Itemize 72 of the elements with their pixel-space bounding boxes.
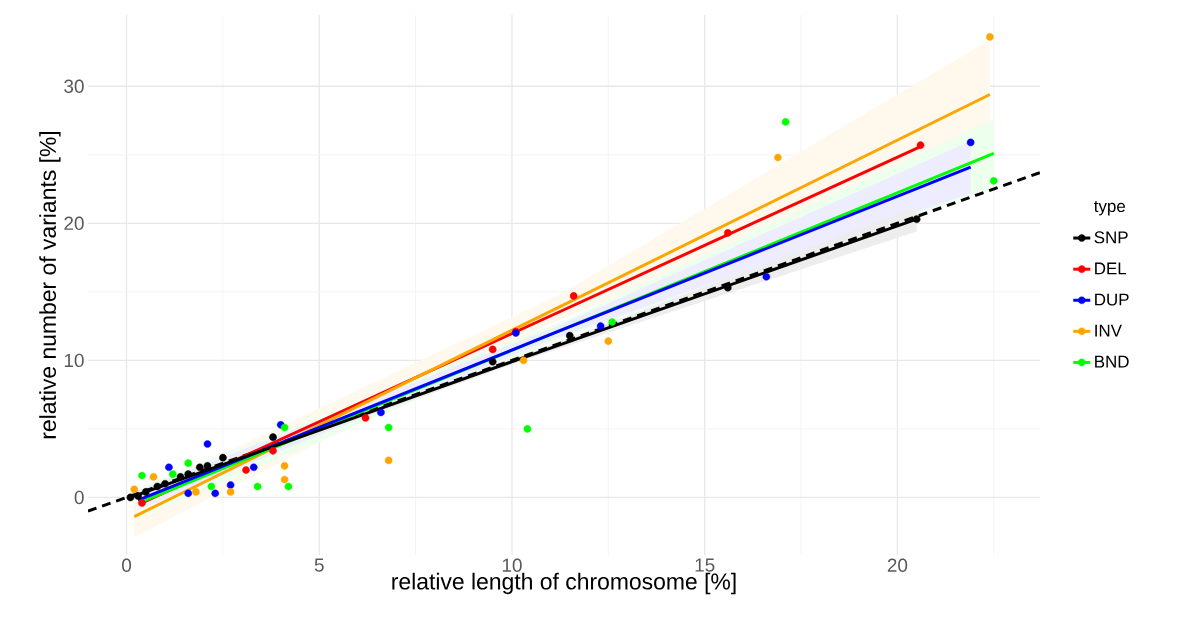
x-tick-label: 0 xyxy=(122,558,132,572)
point xyxy=(989,177,998,185)
point xyxy=(153,482,162,491)
y-tick-label: 20 xyxy=(64,216,84,231)
point xyxy=(226,481,235,489)
point xyxy=(762,272,771,281)
point xyxy=(161,479,169,488)
legend-label: BND xyxy=(1095,355,1129,368)
point xyxy=(242,466,250,474)
point xyxy=(519,356,528,365)
point xyxy=(126,493,135,502)
y-axis-title: relative number of variants [%] xyxy=(39,131,61,439)
point xyxy=(211,489,219,498)
point xyxy=(184,470,192,478)
point xyxy=(253,482,262,491)
point xyxy=(149,473,158,481)
point xyxy=(280,423,289,432)
legend-label: SNP xyxy=(1094,231,1128,244)
point xyxy=(142,488,150,496)
point xyxy=(130,485,139,493)
point xyxy=(966,138,975,147)
point xyxy=(195,463,204,472)
point xyxy=(207,482,216,491)
point xyxy=(361,414,370,422)
x-tick-label: 15 xyxy=(695,558,715,572)
point xyxy=(912,215,921,223)
point xyxy=(184,489,192,498)
point xyxy=(781,118,790,126)
point xyxy=(774,153,782,162)
point xyxy=(377,408,385,417)
y-tick-label: 30 xyxy=(64,79,84,93)
point xyxy=(488,357,497,366)
point xyxy=(249,463,258,472)
point xyxy=(192,488,200,496)
point xyxy=(596,322,605,330)
point xyxy=(916,141,925,149)
point xyxy=(569,292,578,300)
y-tick-label: 10 xyxy=(64,353,84,368)
point xyxy=(134,492,142,500)
point xyxy=(523,425,532,433)
legend-label: INV xyxy=(1095,324,1122,337)
x-tick-label: 10 xyxy=(502,558,522,572)
point xyxy=(566,331,574,340)
point xyxy=(604,337,613,345)
y-tick-label: 0 xyxy=(74,490,84,505)
x-tick-label: 5 xyxy=(314,558,324,572)
point xyxy=(488,345,497,354)
point xyxy=(269,447,277,455)
point xyxy=(269,433,277,441)
legend-label: DEL xyxy=(1095,262,1127,275)
point xyxy=(384,423,393,432)
point xyxy=(203,440,212,448)
point xyxy=(280,475,289,484)
point xyxy=(219,453,227,462)
point xyxy=(724,229,732,237)
point xyxy=(184,459,192,467)
point xyxy=(226,488,235,496)
point xyxy=(986,33,994,41)
point xyxy=(284,482,293,491)
x-tick-label: 20 xyxy=(887,558,908,572)
legend-title: type xyxy=(1094,200,1126,216)
point xyxy=(384,456,393,465)
point xyxy=(176,473,185,481)
legend-label: DUP xyxy=(1095,293,1129,306)
point xyxy=(165,463,173,472)
point xyxy=(138,471,146,480)
point xyxy=(138,499,146,507)
point xyxy=(169,470,177,478)
point xyxy=(280,462,289,470)
x-axis-title: relative length of chromosome [%] xyxy=(392,572,736,595)
point xyxy=(203,462,212,470)
point xyxy=(608,318,616,326)
